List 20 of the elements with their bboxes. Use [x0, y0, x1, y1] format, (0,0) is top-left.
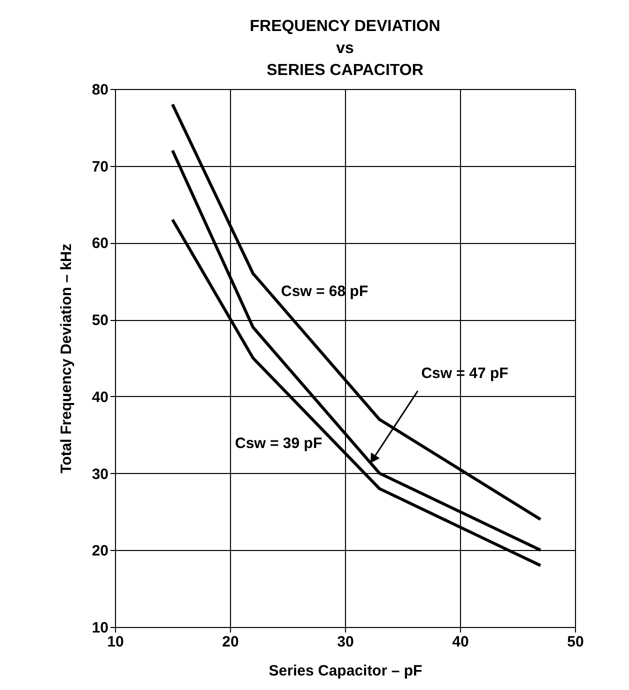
x-tick-label: 10 — [107, 634, 124, 650]
x-tick-label: 20 — [222, 634, 239, 650]
y-tick-label: 10 — [92, 620, 108, 636]
text: FREQUENCY DEVIATION — [250, 18, 440, 35]
y-tick-label: 20 — [92, 542, 108, 560]
y-tick-label: 50 — [92, 312, 108, 330]
annotation: Csw = 39 pF — [235, 435, 322, 452]
y-tick-label: 80 — [92, 82, 108, 98]
y-tick-label: 70 — [92, 158, 108, 176]
text: vs — [336, 40, 354, 57]
y-tick-label: 40 — [92, 388, 108, 406]
y-tick-label: 60 — [92, 235, 108, 252]
x-tick-label: 30 — [337, 634, 354, 650]
x-tick-label: 40 — [452, 634, 469, 650]
y-tick-label: 30 — [92, 466, 108, 483]
text: SERIES CAPACITOR — [266, 62, 424, 79]
x-tick-label: 50 — [567, 634, 584, 650]
y-axis-title: Total Frequency Deviation – kHz — [58, 244, 75, 474]
x-axis-title: Series Capacitor – pF — [268, 662, 422, 680]
annotation: Csw = 68 pF — [281, 283, 368, 300]
